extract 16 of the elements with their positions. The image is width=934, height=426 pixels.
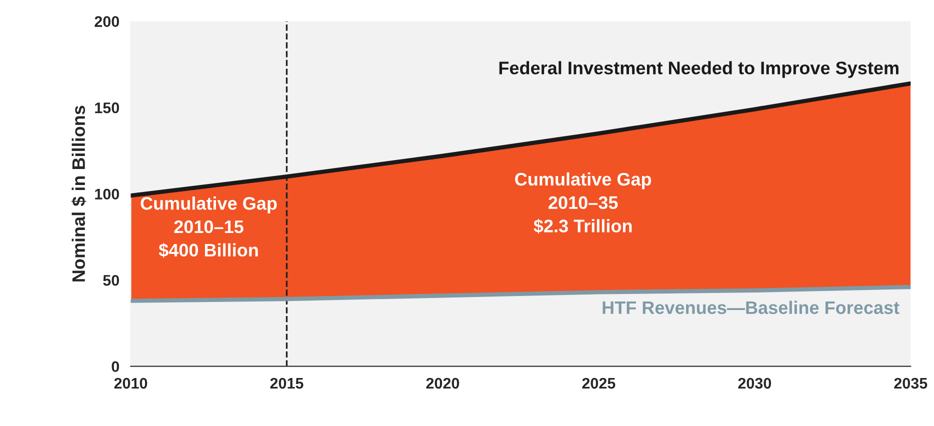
y-axis-title: Nominal $ in Billions [71, 106, 86, 282]
annotation: Cumulative Gap 2010–15 $400 Billion [140, 196, 277, 258]
x-tick-label: 2010 [114, 378, 148, 389]
y-tick-label: 50 [103, 274, 120, 286]
y-tick-label: 100 [95, 188, 120, 200]
series-label: HTF Revenues—Baseline Forecast [602, 300, 900, 314]
x-tick-label: 2035 [894, 378, 928, 389]
annotation: Cumulative Gap 2010–35 $2.3 Trillion [515, 172, 652, 234]
x-tick-label: 2025 [582, 378, 616, 389]
x-tick-label: 2030 [738, 378, 772, 389]
y-tick-label: 150 [95, 102, 120, 114]
x-tick-label: 2015 [270, 378, 304, 389]
x-tick-label: 2020 [426, 378, 460, 389]
y-tick-label: 0 [112, 361, 120, 372]
series-label: Federal Investment Needed to Improve System [499, 61, 898, 78]
y-tick-label: 200 [94, 16, 120, 27]
